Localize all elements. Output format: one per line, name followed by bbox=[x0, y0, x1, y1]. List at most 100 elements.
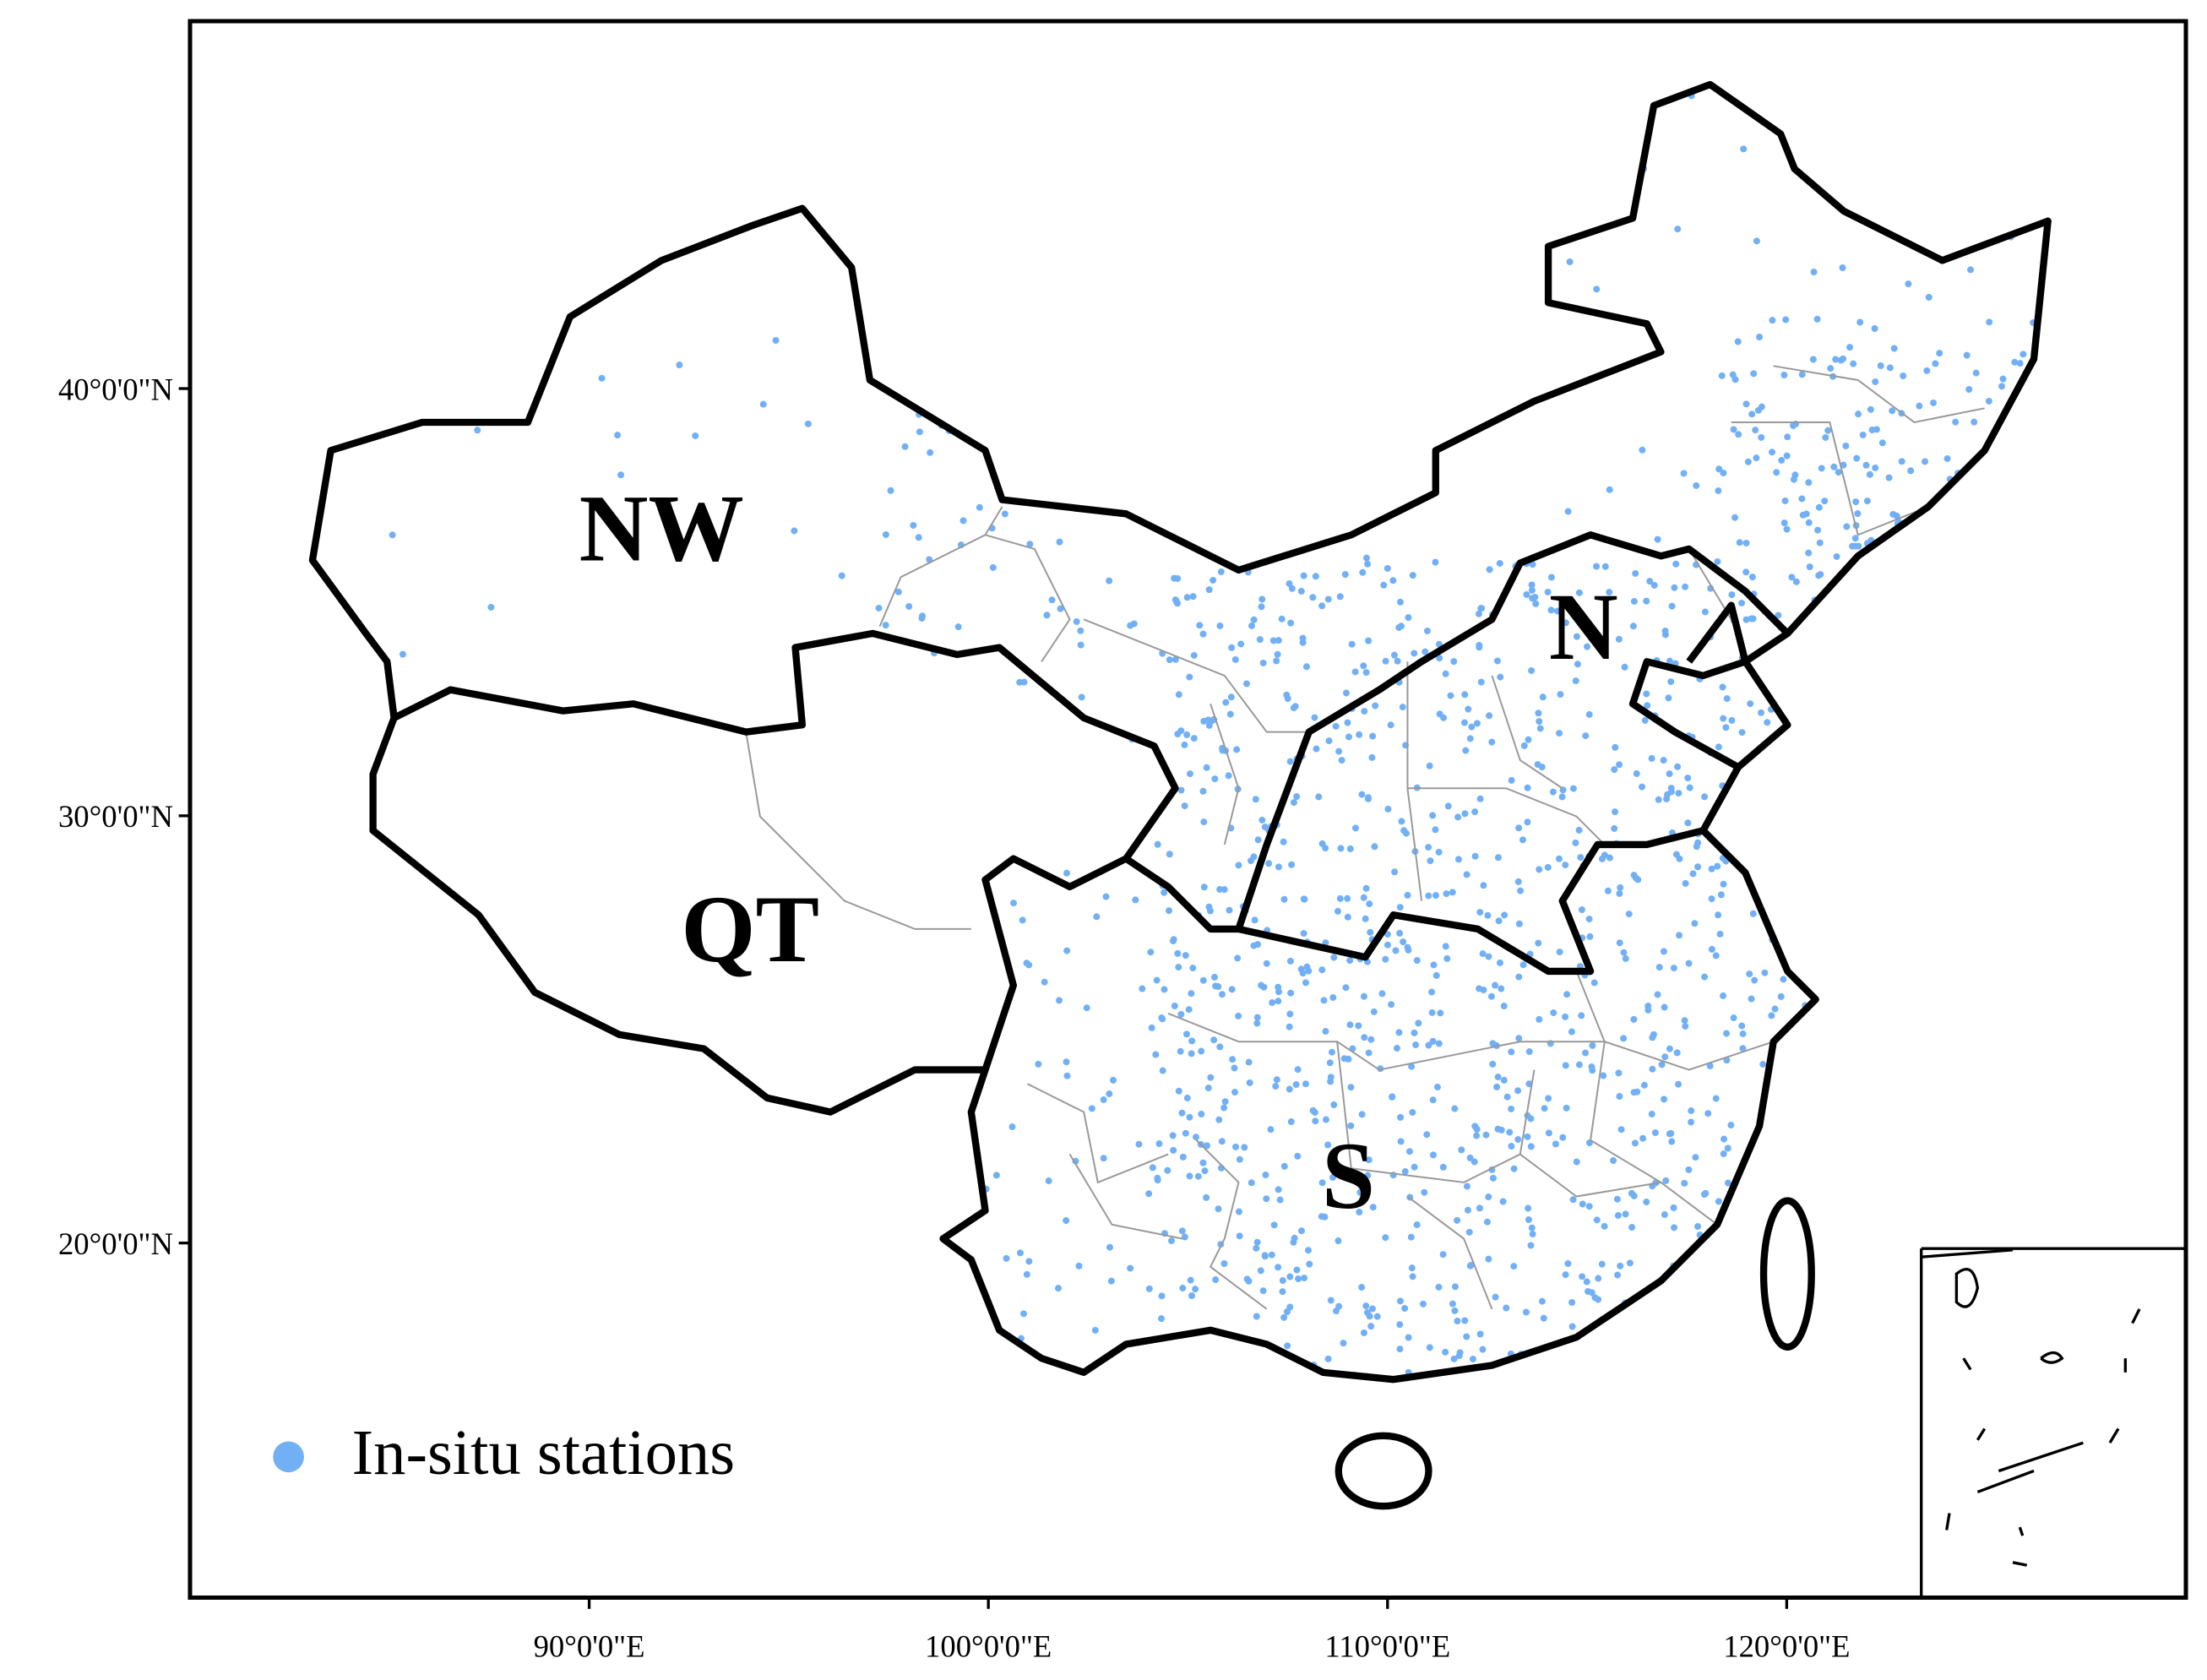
station bbox=[1856, 318, 1864, 326]
station bbox=[1557, 691, 1564, 699]
station bbox=[1389, 1093, 1396, 1101]
station bbox=[1250, 616, 1258, 623]
station bbox=[1600, 1072, 1607, 1079]
station bbox=[1378, 990, 1386, 998]
station bbox=[1183, 594, 1191, 601]
station bbox=[1514, 1136, 1522, 1144]
station bbox=[1279, 1288, 1286, 1296]
station bbox=[1569, 1196, 1577, 1204]
station bbox=[1693, 843, 1700, 851]
station bbox=[1473, 720, 1481, 727]
station bbox=[1130, 620, 1138, 628]
station bbox=[1258, 816, 1266, 824]
station bbox=[1443, 954, 1451, 962]
station bbox=[1563, 991, 1571, 998]
station bbox=[1219, 747, 1226, 754]
station bbox=[1023, 960, 1030, 967]
station bbox=[1324, 1355, 1332, 1362]
station bbox=[1529, 561, 1536, 568]
station bbox=[1450, 658, 1458, 666]
station bbox=[1476, 795, 1484, 802]
station bbox=[1356, 731, 1363, 738]
station bbox=[1720, 1150, 1727, 1158]
station bbox=[614, 432, 622, 439]
station bbox=[1525, 736, 1532, 743]
station bbox=[1017, 1249, 1025, 1257]
station bbox=[1253, 1019, 1261, 1027]
station bbox=[1878, 439, 1886, 447]
station bbox=[1360, 894, 1367, 901]
station bbox=[1527, 1242, 1535, 1249]
station bbox=[1392, 947, 1400, 954]
station bbox=[1923, 367, 1931, 374]
station bbox=[1373, 1313, 1381, 1320]
station bbox=[1181, 1233, 1188, 1241]
station bbox=[1873, 426, 1880, 433]
station bbox=[1207, 1074, 1215, 1081]
station bbox=[1411, 1029, 1418, 1036]
station bbox=[1275, 1264, 1282, 1271]
station bbox=[1355, 1022, 1362, 1030]
station bbox=[1616, 889, 1623, 897]
station bbox=[1506, 1128, 1514, 1136]
station bbox=[1265, 860, 1273, 867]
station bbox=[1719, 683, 1726, 691]
station bbox=[1454, 1318, 1461, 1325]
station bbox=[1932, 360, 1939, 367]
station bbox=[1475, 610, 1482, 617]
station bbox=[1342, 689, 1350, 697]
station bbox=[1274, 650, 1281, 658]
station bbox=[1286, 1085, 1293, 1093]
station bbox=[1728, 591, 1736, 599]
station bbox=[1167, 1237, 1175, 1245]
station bbox=[1617, 883, 1624, 891]
station bbox=[1562, 862, 1569, 869]
station bbox=[1383, 941, 1391, 949]
station bbox=[1056, 538, 1063, 546]
station bbox=[1827, 365, 1835, 372]
station bbox=[1648, 754, 1655, 762]
station bbox=[1258, 603, 1265, 611]
station bbox=[1559, 1134, 1567, 1141]
station bbox=[1535, 710, 1542, 717]
station bbox=[1174, 574, 1182, 582]
station bbox=[1164, 1166, 1171, 1174]
station bbox=[1057, 605, 1064, 612]
station bbox=[1633, 769, 1640, 777]
station bbox=[1358, 791, 1366, 798]
station bbox=[1715, 1198, 1722, 1205]
station bbox=[1723, 695, 1731, 703]
station bbox=[1639, 783, 1646, 791]
station bbox=[1588, 1289, 1595, 1297]
station bbox=[1547, 574, 1555, 581]
station bbox=[1465, 705, 1472, 713]
station bbox=[1730, 1014, 1737, 1022]
station bbox=[1661, 1003, 1668, 1011]
station bbox=[1367, 1323, 1375, 1330]
station bbox=[1253, 1313, 1260, 1320]
station bbox=[1365, 1156, 1373, 1164]
station bbox=[1396, 598, 1404, 606]
station bbox=[1334, 907, 1341, 915]
station bbox=[1498, 1126, 1505, 1134]
station bbox=[1716, 930, 1724, 938]
station bbox=[1428, 988, 1436, 996]
station bbox=[1229, 1056, 1237, 1063]
station bbox=[1430, 961, 1438, 969]
station bbox=[1344, 894, 1351, 902]
station bbox=[1287, 989, 1295, 997]
station bbox=[1413, 957, 1421, 965]
station bbox=[1361, 1034, 1368, 1041]
station bbox=[1169, 1132, 1177, 1139]
station bbox=[1363, 1309, 1371, 1317]
station bbox=[1273, 1076, 1280, 1084]
station bbox=[1604, 887, 1612, 894]
station bbox=[1497, 673, 1504, 681]
station bbox=[1469, 1356, 1476, 1363]
station bbox=[1347, 1122, 1355, 1129]
station bbox=[1671, 1224, 1678, 1231]
station bbox=[1404, 891, 1411, 899]
station bbox=[1100, 1155, 1107, 1162]
station bbox=[1297, 587, 1305, 595]
